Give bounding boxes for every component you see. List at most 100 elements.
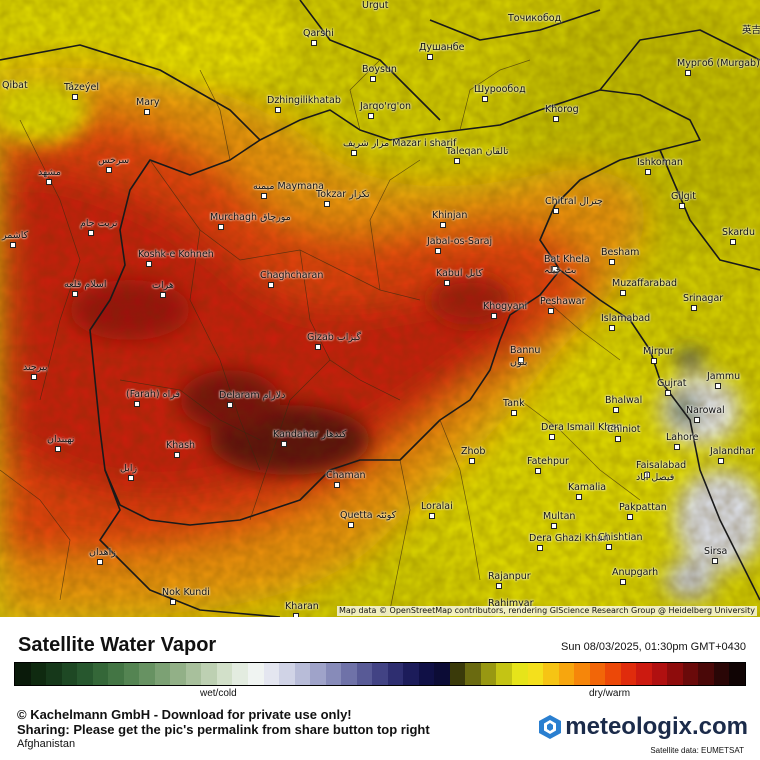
city-marker (429, 513, 435, 519)
scale-swatch (729, 663, 745, 685)
city-label: هرات (152, 280, 174, 291)
city-marker (144, 109, 150, 115)
scale-swatch (449, 663, 466, 685)
city-label: Koshk-e Kohneh (138, 249, 214, 260)
city-label: زاهدان (89, 547, 116, 558)
city-label: Gizab گیزاب (307, 332, 362, 343)
city-marker (160, 292, 166, 298)
timestamp: Sun 08/03/2025, 01:30pm GMT+0430 (561, 641, 746, 653)
city-label: Khogyani (483, 301, 528, 312)
city-marker (174, 452, 180, 458)
water-vapor-field (0, 0, 760, 617)
city-marker (552, 266, 558, 272)
city-marker (227, 402, 233, 408)
city-label: Dera Ismail Khan (541, 422, 623, 433)
scale-swatch (403, 663, 419, 685)
scale-swatch (558, 663, 575, 685)
scale-swatch (636, 663, 652, 685)
city-marker (370, 76, 376, 82)
city-marker (46, 179, 52, 185)
city-marker (553, 116, 559, 122)
city-marker (511, 410, 517, 416)
city-marker (644, 472, 650, 478)
city-label: Jarqo'rg'on (360, 101, 412, 112)
city-label: Murchagh مورچاق (210, 212, 291, 223)
city-marker (170, 599, 176, 605)
city-label: Srinagar (683, 293, 724, 304)
city-label: Khinjan (432, 210, 468, 221)
city-label: میمنه Maymana (253, 181, 324, 192)
city-label: نهبندان (47, 434, 75, 445)
city-marker (348, 522, 354, 528)
city-marker (685, 70, 691, 76)
city-marker (620, 579, 626, 585)
satellite-credit: Satellite data: EUMETSAT (650, 746, 744, 755)
scale-swatch (15, 663, 31, 685)
city-marker (315, 344, 321, 350)
city-marker (549, 434, 555, 440)
scale-swatch (154, 663, 171, 685)
city-marker (427, 54, 433, 60)
city-label: Quetta کوئٹہ (340, 510, 397, 521)
city-marker (518, 357, 524, 363)
city-label: Bannu (510, 345, 541, 356)
scale-swatch (263, 663, 280, 685)
city-label: زابل (120, 463, 138, 474)
city-marker (469, 458, 475, 464)
city-marker (491, 313, 497, 319)
city-marker (351, 150, 357, 156)
scale-swatch (77, 663, 93, 685)
city-marker (88, 230, 94, 236)
scale-swatch (325, 663, 342, 685)
logo-hexagon-icon (539, 715, 562, 739)
city-marker (275, 107, 281, 113)
scale-swatch (512, 663, 528, 685)
meteologix-logo[interactable]: meteologix.com (538, 713, 748, 741)
city-label: مشهد (38, 167, 61, 178)
city-label: اسلام قلعه (64, 279, 107, 290)
scale-swatch (247, 663, 264, 685)
city-marker (311, 40, 317, 46)
city-label: Skardu (722, 227, 755, 238)
scale-swatch (356, 663, 373, 685)
city-label: Mirpur (643, 346, 674, 357)
city-marker (627, 514, 633, 520)
city-marker (712, 558, 718, 564)
city-label: Шурообод (474, 84, 526, 95)
city-marker (691, 305, 697, 311)
city-label: Taleqan تالقان (446, 146, 509, 157)
scale-swatch (61, 663, 78, 685)
city-marker (106, 167, 112, 173)
city-label: بیرجند (23, 362, 48, 373)
city-label: کاشمر (2, 230, 29, 241)
city-label: Mary (136, 97, 160, 108)
city-marker (730, 239, 736, 245)
scale-swatch (387, 663, 404, 685)
city-label: بنوں (510, 357, 528, 368)
city-label: Muzaffarabad (612, 278, 678, 289)
city-marker (72, 291, 78, 297)
scale-swatch (30, 663, 47, 685)
scale-swatch (713, 663, 730, 685)
scale-swatch (372, 663, 388, 685)
city-label: Tázeýel (64, 82, 99, 93)
city-label: Multan (543, 511, 576, 522)
city-marker (551, 523, 557, 529)
scale-swatch (698, 663, 714, 685)
sharing-notice: Sharing: Please get the pic's permalink … (17, 722, 430, 737)
scale-high-label: dry/warm (589, 688, 631, 699)
scale-swatch (480, 663, 497, 685)
satellite-map[interactable]: Qarshi Душанбе Точикобод Мургоб (Murgab) Táz… (0, 0, 760, 617)
scale-swatch (232, 663, 248, 685)
city-label: 英吉 (742, 25, 760, 36)
city-label: Bhalwal (605, 395, 643, 406)
city-label: Khorog (545, 104, 579, 115)
scale-swatch (465, 663, 481, 685)
city-marker (454, 158, 460, 164)
city-marker (674, 444, 680, 450)
map-attribution[interactable]: Map data © OpenStreetMap contributors, r… (337, 606, 757, 616)
city-label: Delaram دلارام (219, 390, 286, 401)
city-label: Jalandhar (710, 446, 755, 457)
city-marker (645, 169, 651, 175)
city-marker (609, 259, 615, 265)
